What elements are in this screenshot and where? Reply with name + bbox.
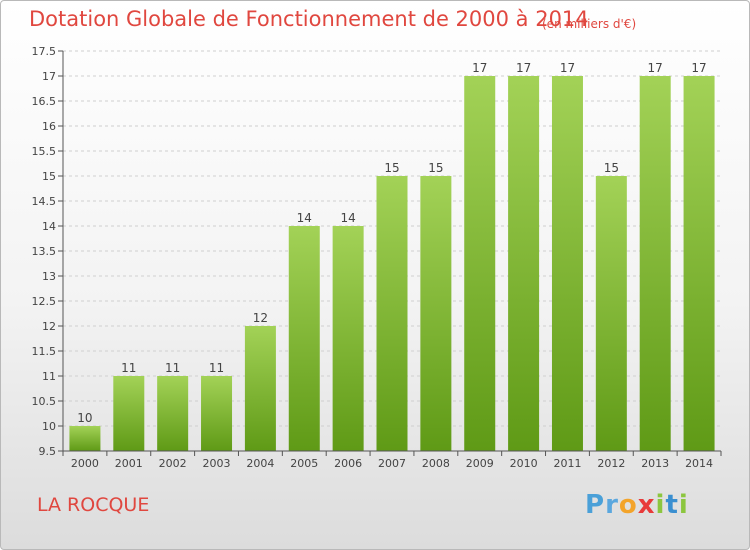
y-tick-label: 14.5	[32, 195, 57, 208]
y-tick-label: 16.5	[32, 95, 57, 108]
bar	[639, 76, 671, 451]
y-tick-label: 12	[42, 320, 56, 333]
bar-value-label: 17	[516, 61, 531, 75]
y-tick-label: 10.5	[32, 395, 57, 408]
x-tick-label: 2006	[334, 457, 362, 470]
chart-title: Dotation Globale de Fonctionnement de 20…	[29, 7, 589, 31]
bar	[201, 376, 233, 451]
logo-letter: x	[637, 490, 656, 520]
bar-value-label: 17	[560, 61, 575, 75]
bar-value-label: 12	[253, 311, 268, 325]
bar	[244, 326, 276, 451]
x-tick-label: 2007	[378, 457, 406, 470]
y-tick-label: 11	[42, 370, 56, 383]
y-tick-label: 12.5	[32, 295, 57, 308]
x-tick-label: 2001	[115, 457, 143, 470]
logo-letter: P	[585, 490, 606, 520]
x-tick-label: 2008	[422, 457, 450, 470]
bar-value-label: 11	[165, 361, 180, 375]
bar	[508, 76, 540, 451]
x-tick-label: 2010	[510, 457, 538, 470]
bar	[69, 426, 101, 451]
bar	[288, 226, 320, 451]
bar	[420, 176, 452, 451]
bar	[683, 76, 715, 451]
bar-value-label: 11	[121, 361, 136, 375]
bar	[595, 176, 627, 451]
bar-value-label: 14	[297, 211, 312, 225]
bar-value-label: 17	[648, 61, 663, 75]
bar-value-label: 15	[384, 161, 399, 175]
y-axis: 9.5 10 10.5 11 11.5 12 12.5 13 13.5 14 14.5 15 15.5 1…	[32, 45, 64, 458]
y-tick-label: 10	[42, 420, 56, 433]
bar	[113, 376, 145, 451]
x-tick-label: 2005	[290, 457, 318, 470]
logo-letter: o	[618, 490, 638, 520]
bar-value-label: 15	[604, 161, 619, 175]
y-tick-label: 9.5	[39, 445, 57, 458]
bar	[332, 226, 364, 451]
y-tick-label: 17	[42, 70, 56, 83]
y-tick-label: 17.5	[32, 45, 57, 58]
chart-subtitle: (en milliers d'€)	[542, 17, 637, 31]
x-axis: 2000 2001 2002 2003 2004 2005 2006 2007 2008 2009…	[62, 450, 722, 470]
bar-value-label: 17	[472, 61, 487, 75]
x-tick-label: 2013	[641, 457, 669, 470]
x-tick-label: 2014	[685, 457, 713, 470]
y-tick-label: 13.5	[32, 245, 57, 258]
bar	[551, 76, 583, 451]
x-tick-label: 2009	[466, 457, 494, 470]
logo-letter: r	[605, 490, 619, 520]
y-tick-label: 13	[42, 270, 56, 283]
bars: 10 11 11 11 12 14 14 15 15 17 17 17 15 17 17	[69, 61, 715, 451]
x-tick-label: 2003	[203, 457, 231, 470]
x-tick-label: 2000	[71, 457, 99, 470]
bar-value-label: 10	[77, 411, 92, 425]
proxiti-logo[interactable]: Proxiti	[585, 490, 689, 520]
bar	[464, 76, 496, 451]
bar	[157, 376, 189, 451]
logo-letter: t	[665, 490, 679, 520]
y-tick-label: 16	[42, 120, 56, 133]
bar-value-label: 15	[428, 161, 443, 175]
bar	[376, 176, 408, 451]
y-tick-label: 15	[42, 170, 56, 183]
x-tick-label: 2012	[597, 457, 625, 470]
logo-letter: i	[655, 490, 666, 520]
y-tick-label: 11.5	[32, 345, 57, 358]
commune-name: LA ROCQUE	[37, 494, 150, 516]
x-tick-label: 2004	[246, 457, 274, 470]
y-tick-label: 14	[42, 220, 56, 233]
bar-value-label: 14	[340, 211, 355, 225]
bar-value-label: 17	[691, 61, 706, 75]
logo-letter: i	[678, 490, 689, 520]
x-tick-label: 2002	[159, 457, 187, 470]
bar-value-label: 11	[209, 361, 224, 375]
x-tick-label: 2011	[553, 457, 581, 470]
y-tick-label: 15.5	[32, 145, 57, 158]
